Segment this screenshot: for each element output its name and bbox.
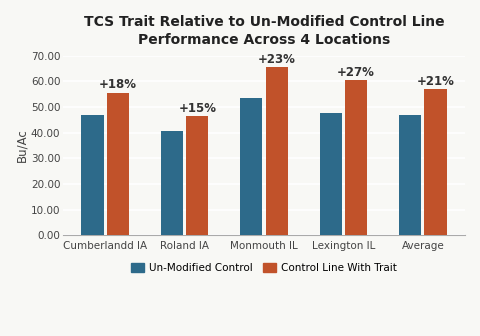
Text: +15%: +15%: [178, 101, 216, 115]
Bar: [424, 89, 447, 236]
Bar: [107, 93, 129, 236]
Text: +21%: +21%: [417, 75, 455, 88]
Bar: [81, 115, 104, 236]
Text: +27%: +27%: [337, 66, 375, 79]
Bar: [265, 67, 288, 236]
Y-axis label: Bu/Ac: Bu/Ac: [15, 129, 28, 162]
Bar: [161, 131, 183, 236]
Bar: [345, 80, 367, 236]
Legend: Un-Modified Control, Control Line With Trait: Un-Modified Control, Control Line With T…: [127, 259, 401, 277]
Text: +18%: +18%: [99, 79, 137, 91]
Bar: [240, 98, 263, 236]
Bar: [320, 113, 342, 236]
Title: TCS Trait Relative to Un-Modified Control Line
Performance Across 4 Locations: TCS Trait Relative to Un-Modified Contro…: [84, 15, 444, 47]
Text: +23%: +23%: [258, 53, 296, 66]
Bar: [186, 116, 208, 236]
Bar: [399, 115, 421, 236]
